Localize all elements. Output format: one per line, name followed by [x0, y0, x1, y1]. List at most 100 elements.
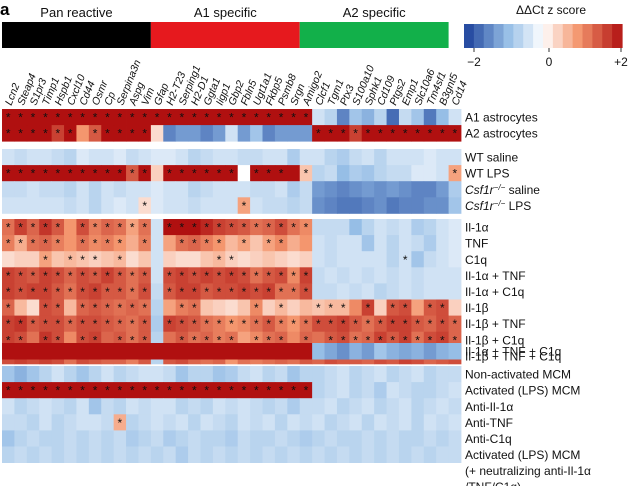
heatmap-cell — [39, 235, 53, 252]
significance-star: * — [204, 221, 209, 235]
heatmap-cell — [175, 343, 189, 360]
heatmap-cell — [175, 299, 189, 316]
significance-star: * — [180, 269, 185, 283]
significance-star: * — [167, 111, 172, 125]
heatmap-cell — [101, 414, 115, 431]
heatmap-cell — [262, 414, 276, 431]
heatmap-cell — [88, 165, 102, 182]
heatmap-cell — [423, 251, 437, 268]
heatmap-cell — [361, 366, 375, 383]
heatmap-cell — [163, 414, 177, 431]
colorbar-segment — [543, 24, 554, 48]
heatmap-cell — [88, 149, 102, 166]
heatmap-cell — [39, 366, 53, 383]
significance-star: * — [428, 317, 433, 331]
heatmap-cell — [225, 414, 239, 431]
heatmap-cell — [386, 430, 400, 447]
heatmap-cell — [14, 299, 28, 316]
heatmap-cell — [287, 366, 301, 383]
significance-star: * — [6, 221, 11, 235]
significance-star: * — [6, 111, 11, 125]
heatmap-cell — [250, 197, 263, 214]
heatmap-cell — [175, 283, 189, 300]
significance-star: * — [80, 167, 85, 181]
heatmap-cell — [361, 165, 375, 182]
heatmap-cell — [398, 299, 412, 316]
heatmap-cell — [312, 267, 325, 284]
significance-star: * — [279, 317, 284, 331]
significance-star: * — [130, 317, 135, 331]
heatmap-cell — [150, 446, 164, 463]
heatmap-cell — [336, 181, 350, 198]
heatmap-cell — [312, 398, 325, 415]
heatmap-cell — [398, 219, 412, 236]
colorbar-segment — [602, 24, 613, 48]
heatmap-cell — [237, 165, 251, 182]
heatmap-cell — [113, 398, 127, 415]
heatmap-cell — [14, 414, 28, 431]
heatmap-cell — [39, 149, 53, 166]
significance-star: * — [55, 269, 60, 283]
heatmap-cell — [88, 382, 102, 399]
significance-star: * — [55, 237, 60, 251]
heatmap-cell — [2, 267, 15, 284]
significance-star: * — [118, 221, 123, 235]
heatmap-cell — [299, 165, 313, 182]
heatmap-cell — [386, 165, 400, 182]
heatmap-cell — [361, 181, 375, 198]
heatmap-cell — [101, 343, 115, 360]
heatmap-cell — [374, 149, 387, 166]
heatmap-cell — [274, 267, 288, 284]
colorbar-segment — [562, 24, 574, 48]
significance-star: * — [180, 301, 185, 315]
significance-star: * — [180, 384, 185, 398]
group-label-3: A2 specific — [343, 5, 406, 20]
heatmap-cell — [212, 219, 226, 236]
heatmap-cell — [200, 382, 214, 399]
heatmap-cell — [262, 251, 276, 268]
significance-star: * — [266, 167, 271, 181]
heatmap-cell — [225, 197, 239, 214]
heatmap-cell — [126, 197, 139, 214]
significance-star: * — [366, 301, 371, 315]
heatmap-cell — [150, 267, 164, 284]
significance-star: * — [242, 317, 247, 331]
heatmap-cell — [237, 149, 251, 166]
significance-star: * — [80, 221, 85, 235]
colorbar-segment — [493, 24, 505, 48]
significance-star: * — [43, 167, 48, 181]
heatmap-cell — [188, 149, 201, 166]
significance-star: * — [18, 333, 23, 347]
row-label: Il-1β + C1q — [465, 333, 524, 347]
heatmap-cell — [212, 125, 226, 142]
row-label: C1q — [465, 253, 487, 267]
heatmap-cell — [361, 235, 375, 252]
heatmap-cell — [411, 219, 425, 236]
significance-star: * — [68, 317, 73, 331]
heatmap-cell — [324, 414, 338, 431]
significance-star: * — [192, 301, 197, 315]
heatmap-cell — [250, 181, 263, 198]
heatmap-cell — [225, 165, 239, 182]
heatmap-cell — [398, 165, 412, 182]
heatmap-cell — [88, 251, 102, 268]
heatmap-cell — [2, 414, 15, 431]
significance-star: * — [440, 301, 445, 315]
heatmap-cell — [126, 414, 139, 431]
significance-star: * — [328, 333, 333, 347]
heatmap-cell — [250, 299, 263, 316]
heatmap-cell — [76, 366, 90, 383]
row-label: Activated (LPS) MCM — [465, 448, 580, 462]
heatmap-cell — [398, 414, 412, 431]
significance-star: * — [55, 301, 60, 315]
significance-star: * — [254, 317, 259, 331]
heatmap-cell — [126, 109, 139, 126]
heatmap-cell — [200, 181, 214, 198]
heatmap-cell — [101, 235, 115, 252]
heatmap-cell — [386, 366, 400, 383]
heatmap-cell — [163, 149, 177, 166]
heatmap-cell — [150, 219, 164, 236]
row-label: A2 astrocytes — [465, 127, 538, 141]
heatmap-cell — [349, 398, 363, 415]
heatmap-cell — [411, 366, 425, 383]
